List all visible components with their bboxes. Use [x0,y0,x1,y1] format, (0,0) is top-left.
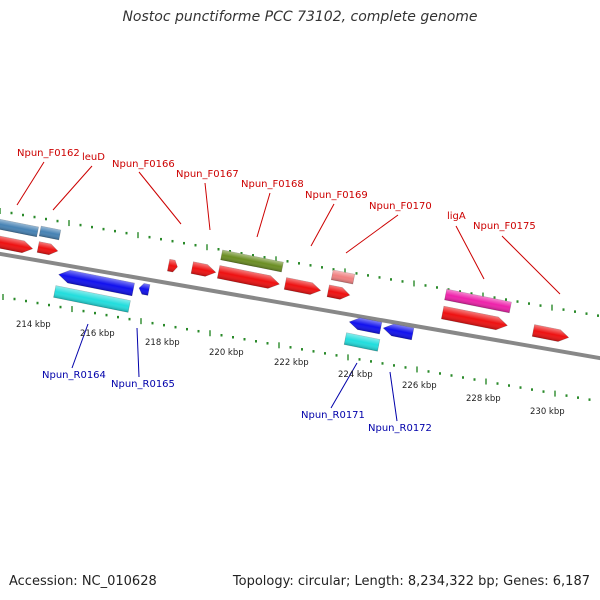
backbone-line [0,251,600,361]
label-npun-f0166: Npun_F0166 [112,159,175,170]
accession-text: Accession: NC_010628 [9,574,157,589]
gene-npun-r0165-arrow [138,283,151,296]
label-npun-f0162: Npun_F0162 [17,148,80,159]
label-npun-r0172: Npun_R0172 [368,423,432,434]
gene-forward-arrow [0,235,34,254]
label-liga: ligA [447,211,466,222]
label-npun-f0170: Npun_F0170 [369,201,432,212]
scale-label: 218 kbp [145,338,180,348]
label-npun-f0169-leader [310,203,335,247]
label-npun-f0168-leader [256,192,271,238]
gene-forward-arrow [283,277,322,295]
page-title: Nostoc punctiforme PCC 73102, complete g… [122,9,478,25]
scale-labels: 214 kbp 216 kbp 218 kbp 220 kbp 222 kbp 224 k… [16,320,565,417]
label-npun-f0170-leader [345,214,399,254]
gene-npun-r0171-feature [343,332,381,352]
gene-forward-arrow [167,258,178,273]
scale-label: 220 kbp [209,348,244,358]
scale-label: 216 kbp [80,329,115,339]
scale-label: 228 kbp [466,394,501,404]
label-npun-f0167: Npun_F0167 [176,169,239,180]
label-npun-r0164: Npun_R0164 [42,370,106,381]
label-npun-f0162-leader [16,161,45,206]
label-npun-r0165: Npun_R0165 [111,379,175,390]
topology-text: Topology: circular; Length: 8,234,322 bp… [232,574,590,589]
label-npun-f0175-leader [501,235,561,295]
gene-forward-arrow [190,261,217,277]
gene-liga-feature [444,288,512,314]
gene-npun-r0164-feature [53,285,131,313]
label-npun-r0165-leader [136,327,140,378]
label-npun-f0175: Npun_F0175 [473,221,536,232]
scale-label: 226 kbp [402,381,437,391]
scale-label: 214 kbp [16,320,51,330]
label-npun-f0167-leader [204,182,211,231]
gene-forward-arrow [326,284,351,300]
gene-forward-arrow [441,305,508,331]
gene-features [0,218,570,352]
label-npun-f0166-leader [138,171,182,225]
gene-npun-f0168-feature [220,249,284,273]
label-npun-r0164-leader [71,323,89,369]
scale-label: 222 kbp [274,358,309,368]
genome-backbone [0,251,600,361]
label-npun-r0171-leader [330,362,358,409]
gene-forward-arrow [216,265,280,289]
scale-label: 224 kbp [338,370,373,380]
gene-npun-r0172-arrow [382,323,415,341]
gene-callouts: Npun_F0162 leuDNpun_F0166Npun_F0167Npun_F… [16,148,561,434]
inner-tick-ring [2,294,591,401]
gene-leud-feature [38,225,62,241]
outer-tick-ring [0,208,599,317]
gene-forward-arrow [36,241,59,256]
gene-forward-arrow [531,324,570,342]
label-leud: leuD [82,152,105,163]
label-npun-r0172-leader [389,371,398,422]
label-liga-leader [455,225,485,280]
label-leud-leader [52,165,93,211]
scale-label: 230 kbp [530,407,565,417]
gene-npun-r0164-arrow [58,269,135,297]
gene-npun-f0169-feature [330,269,356,285]
gene-npun-r0171-arrow [348,317,383,335]
label-npun-r0171: Npun_R0171 [301,410,365,421]
gene-npun-f0162-feature [0,218,39,238]
label-npun-f0168: Npun_F0168 [241,179,304,190]
label-npun-f0169: Npun_F0169 [305,190,368,201]
